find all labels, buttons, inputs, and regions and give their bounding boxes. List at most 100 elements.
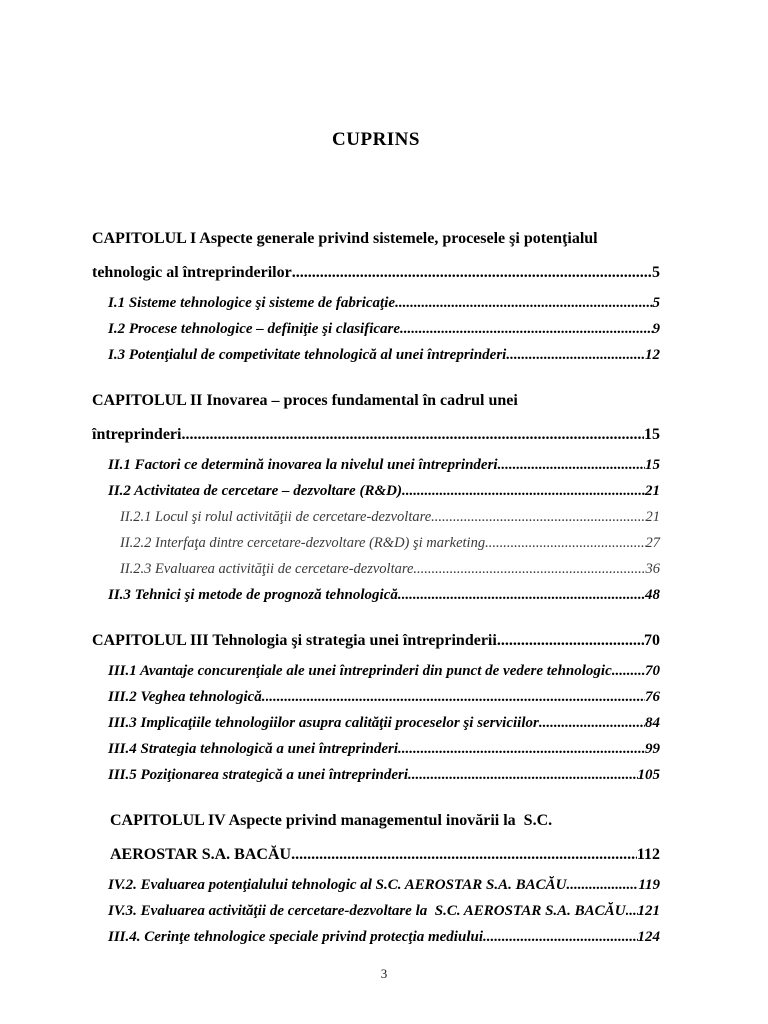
toc-entry-text: I.2 Procese tehnologice – definiţie şi c… xyxy=(108,321,401,337)
dot-leader: ........................................… xyxy=(496,632,644,649)
toc-entry-last-line: II.3 Tehnici şi metode de prognoză tehno… xyxy=(108,582,660,608)
toc-page-number: 70 xyxy=(645,663,660,679)
dot-leader: ........................................… xyxy=(611,663,645,679)
toc-entry-last-line: III.2 Veghea tehnologică................… xyxy=(108,684,660,710)
toc-entry: I.3 Potenţialul de competivitate tehnolo… xyxy=(92,342,660,368)
toc-entry: III.1 Avantaje concurenţiale ale unei în… xyxy=(92,658,660,684)
toc-page-number: 27 xyxy=(645,535,661,551)
toc-entry-line: CAPITOLUL II Inovarea – proces fundament… xyxy=(92,392,518,409)
toc-entry-text: IV.3. Evaluarea activităţii de cercetare… xyxy=(108,903,626,919)
toc-entry: II.2.3 Evaluarea activităţii de cercetar… xyxy=(92,556,660,582)
toc-entry: CAPITOLUL II Inovarea – proces fundament… xyxy=(92,384,660,452)
toc-page-number: 121 xyxy=(637,903,661,919)
toc-entry: III.2 Veghea tehnologică................… xyxy=(92,684,660,710)
dot-leader: ........................................… xyxy=(413,561,646,577)
toc-entry-text: III.5 Poziţionarea strategică a unei înt… xyxy=(108,767,409,783)
toc-entry-text: întreprinderi xyxy=(92,426,182,443)
toc-entry: III.3 Implicaţiile tehnologiilor asupra … xyxy=(92,710,660,736)
toc-entry-last-line: II.2.3 Evaluarea activităţii de cercetar… xyxy=(120,556,660,582)
toc-entry: II.2.2 Interfaţa dintre cercetare-dezvol… xyxy=(92,530,660,556)
dot-leader: ........................................… xyxy=(501,457,645,473)
toc-page-number: 105 xyxy=(637,767,661,783)
toc-entry-text: II.2.1 Locul şi rolul activităţii de cer… xyxy=(120,509,432,525)
toc-entry-last-line: III.1 Avantaje concurenţiale ale unei în… xyxy=(108,658,660,684)
toc-page-number: 21 xyxy=(645,509,661,525)
toc-page-number: 112 xyxy=(636,846,660,863)
toc-entry: CAPITOLUL I Aspecte generale privind sis… xyxy=(92,222,660,290)
dot-leader: ........................................… xyxy=(265,689,645,705)
toc-entry-last-line: II.1 Factori ce determină inovarea la ni… xyxy=(108,452,660,478)
toc-entry-last-line: III.4 Strategia tehnologică a unei între… xyxy=(108,736,660,762)
toc-entry-text: III.1 Avantaje concurenţiale ale unei în… xyxy=(108,663,612,679)
dot-leader: ........................................… xyxy=(510,347,645,363)
toc-entry-last-line: tehnologic al întreprinderilor..........… xyxy=(92,256,660,290)
toc-entry-last-line: întreprinderi...........................… xyxy=(92,418,660,452)
dot-leader: ........................................… xyxy=(408,767,638,783)
toc-entry-last-line: I.2 Procese tehnologice – definiţie şi c… xyxy=(108,316,660,342)
toc-page-number: 119 xyxy=(638,877,660,893)
toc-entry-text: III.4 Strategia tehnologică a unei între… xyxy=(108,741,402,757)
toc-entry-last-line: III.3 Implicaţiile tehnologiilor asupra … xyxy=(108,710,660,736)
dot-leader: ........................................… xyxy=(181,426,644,443)
toc-page-number: 48 xyxy=(645,587,660,603)
toc-entry: CAPITOLUL IV Aspecte privind managementu… xyxy=(92,804,660,872)
toc-entry: IV.2. Evaluarea potenţialului tehnologic… xyxy=(92,872,660,898)
dot-leader: ........................................… xyxy=(401,741,645,757)
footer-page-number: 3 xyxy=(380,966,388,981)
dot-leader: ........................................… xyxy=(485,535,645,551)
toc-entry-text: I.1 Sisteme tehnologice şi sisteme de fa… xyxy=(108,295,396,311)
toc-page-number: 15 xyxy=(645,457,660,473)
page-title: CUPRINS xyxy=(332,129,420,150)
toc-entry-text: II.1 Factori ce determină inovarea la ni… xyxy=(108,457,502,473)
toc-entry-last-line: II.2.1 Locul şi rolul activităţii de cer… xyxy=(120,504,660,530)
toc-entry-last-line: III.4. Cerinţe tehnologice speciale priv… xyxy=(108,924,660,950)
toc-entry-text: I.3 Potenţialul de competivitate tehnolo… xyxy=(108,347,511,363)
toc-entry: I.1 Sisteme tehnologice şi sisteme de fa… xyxy=(92,290,660,316)
toc-page-number: 76 xyxy=(645,689,660,705)
toc-page-number: 9 xyxy=(652,321,661,337)
toc-entry-text: II.2.3 Evaluarea activităţii de cercetar… xyxy=(120,561,414,577)
toc-entry: II.2.1 Locul şi rolul activităţii de cer… xyxy=(92,504,660,530)
toc-entry-line: CAPITOLUL IV Aspecte privind managementu… xyxy=(110,812,553,829)
toc-entry-last-line: CAPITOLUL III Tehnologia şi strategia un… xyxy=(92,624,660,658)
dot-leader: ........................................… xyxy=(400,321,652,337)
toc-entry-text: III.4. Cerinţe tehnologice speciale priv… xyxy=(108,929,483,945)
toc-entry: II.3 Tehnici şi metode de prognoză tehno… xyxy=(92,582,660,608)
toc-page-number: 15 xyxy=(644,426,660,443)
toc-entry-text: II.3 Tehnici şi metode de prognoză tehno… xyxy=(108,587,402,603)
toc-list: CAPITOLUL I Aspecte generale privind sis… xyxy=(92,222,660,950)
dot-leader: ........................................… xyxy=(538,715,645,731)
toc-entry: III.4. Cerinţe tehnologice speciale priv… xyxy=(92,924,660,950)
dot-leader: ........................................… xyxy=(401,587,645,603)
toc-page-number: 84 xyxy=(645,715,660,731)
dot-leader: ........................................… xyxy=(291,264,652,281)
toc-entry-line: CAPITOLUL I Aspecte generale privind sis… xyxy=(92,230,598,247)
toc-page-number: 99 xyxy=(645,741,660,757)
toc-entry: CAPITOLUL III Tehnologia şi strategia un… xyxy=(92,624,660,658)
toc-entry-text: II.2 Activitatea de cercetare – dezvolta… xyxy=(108,483,406,499)
dot-leader: ........................................… xyxy=(291,846,637,863)
toc-entry: III.4 Strategia tehnologică a unei între… xyxy=(92,736,660,762)
toc-entry-text: tehnologic al întreprinderilor xyxy=(92,264,292,281)
toc-page-number: 21 xyxy=(645,483,660,499)
toc-entry-text: AEROSTAR S.A. BACĂU xyxy=(110,846,292,863)
toc-entry-text: CAPITOLUL III Tehnologia şi strategia un… xyxy=(92,632,497,649)
toc-page-number: 36 xyxy=(645,561,661,577)
toc-entry-last-line: I.3 Potenţialul de competivitate tehnolo… xyxy=(108,342,660,368)
toc-entry-last-line: II.2.2 Interfaţa dintre cercetare-dezvol… xyxy=(120,530,660,556)
toc-entry-last-line: AEROSTAR S.A. BACĂU.....................… xyxy=(110,838,660,872)
toc-page-number: 12 xyxy=(645,347,660,363)
dot-leader: ........................................… xyxy=(483,929,638,945)
toc-entry: III.5 Poziţionarea strategică a unei înt… xyxy=(92,762,660,788)
toc-entry-last-line: III.5 Poziţionarea strategică a unei înt… xyxy=(108,762,660,788)
dot-leader: ........................................… xyxy=(405,483,645,499)
toc-entry: I.2 Procese tehnologice – definiţie şi c… xyxy=(92,316,660,342)
toc-entry-text: II.2.2 Interfaţa dintre cercetare-dezvol… xyxy=(120,535,486,551)
toc-page-number: 124 xyxy=(637,929,661,945)
toc-entry-last-line: IV.2. Evaluarea potenţialului tehnologic… xyxy=(108,872,660,898)
toc-entry-text: III.2 Veghea tehnologică. xyxy=(108,689,266,705)
dot-leader: ........................................… xyxy=(625,903,638,919)
toc-entry-last-line: II.2 Activitatea de cercetare – dezvolta… xyxy=(108,478,660,504)
toc-entry-text: IV.2. Evaluarea potenţialului tehnologic… xyxy=(108,877,567,893)
